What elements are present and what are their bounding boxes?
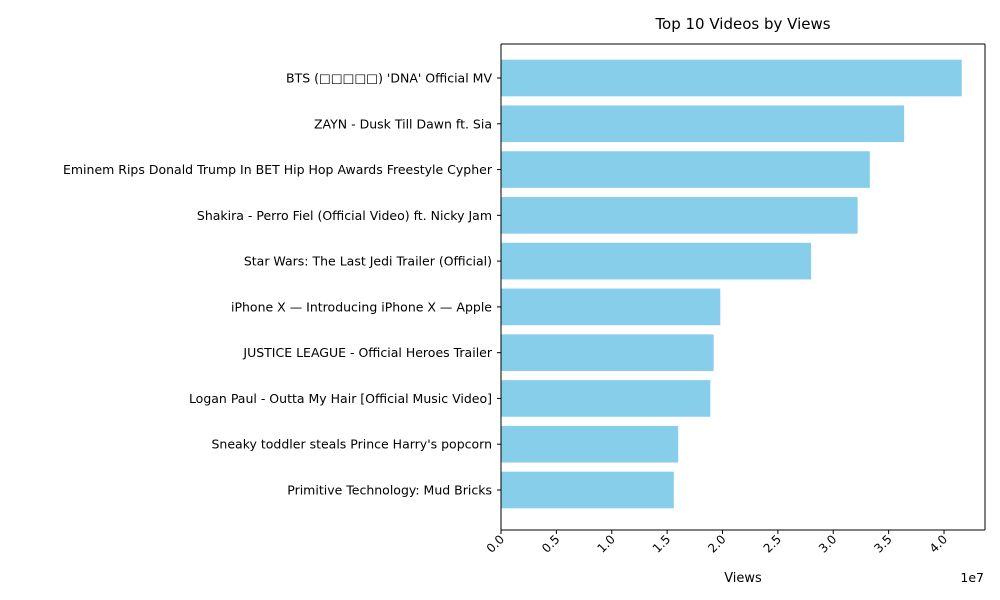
x-tick-label: 1.5: [650, 532, 673, 555]
bar: [501, 380, 711, 417]
bar: [501, 425, 679, 463]
y-tick-labels: BTS (□□□□□) 'DNA' Official MV ZAYN - Dusk…: [63, 71, 501, 498]
y-tick-label: Primitive Technology: Mud Bricks: [287, 483, 492, 498]
x-tick-label: 0.0: [484, 532, 507, 555]
x-tick-label: 0.5: [539, 532, 562, 555]
x-tick-label: 2.0: [705, 532, 728, 555]
bar: [501, 151, 870, 188]
y-tick-label: iPhone X — Introducing iPhone X — Apple: [231, 299, 492, 314]
x-tick-label: 3.5: [871, 532, 894, 555]
y-tick-label: Shakira - Perro Fiel (Official Video) ft…: [197, 208, 492, 223]
bar: [501, 242, 812, 280]
x-tick-label: 4.0: [927, 532, 950, 555]
bar: [501, 288, 721, 326]
x-ticks: 0.0 0.5 1.0 1.5 2.0 2.5 3.0 3.5 4.0: [484, 530, 950, 556]
x-axis-label: Views: [724, 571, 762, 586]
bars-group: [501, 59, 962, 509]
y-tick-label: Eminem Rips Donald Trump In BET Hip Hop …: [63, 162, 493, 177]
y-tick-label: ZAYN - Dusk Till Dawn ft. Sia: [314, 116, 492, 131]
x-tick-label: 3.0: [816, 532, 839, 555]
y-tick-label: JUSTICE LEAGUE - Official Heroes Trailer: [242, 345, 492, 360]
x-tick-label: 1.0: [594, 532, 617, 555]
bar: [501, 105, 905, 143]
x-tick-label: 2.5: [761, 532, 784, 555]
bar: [501, 471, 674, 509]
axis-offset-text: 1e7: [960, 570, 984, 585]
bar: [501, 197, 858, 234]
y-tick-label: BTS (□□□□□) 'DNA' Official MV: [286, 71, 492, 86]
y-tick-label: Star Wars: The Last Jedi Trailer (Offici…: [244, 254, 492, 269]
y-tick-label: Logan Paul - Outta My Hair [Official Mus…: [189, 391, 492, 406]
bar: [501, 334, 714, 371]
bar: [501, 59, 962, 97]
chart-title: Top 10 Videos by Views: [654, 15, 830, 33]
y-tick-label: Sneaky toddler steals Prince Harry's pop…: [212, 437, 493, 452]
